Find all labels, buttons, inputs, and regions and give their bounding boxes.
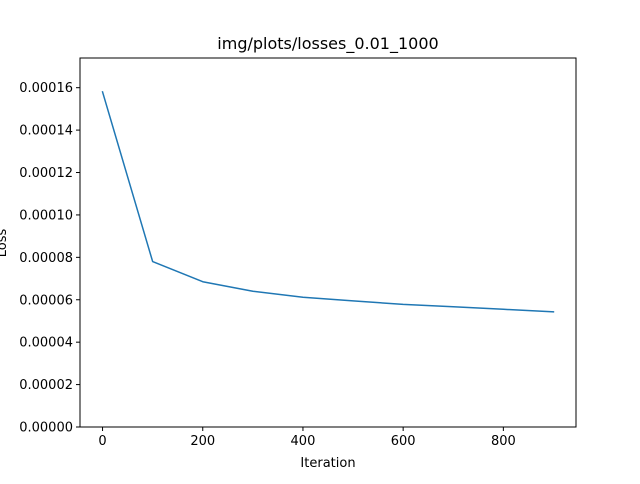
y-tick-label: 0.00008 — [19, 251, 73, 266]
x-tick-label: 200 — [190, 434, 215, 449]
y-tick-label: 0.00016 — [19, 81, 73, 96]
loss-series-line — [101, 90, 555, 313]
y-tick-label: 0.00010 — [19, 208, 73, 223]
y-tick-label: 0.00014 — [19, 124, 73, 139]
y-tick-label: 0.00002 — [19, 378, 73, 393]
plot-frame — [79, 57, 577, 428]
y-tick-label: 0.00012 — [19, 166, 73, 181]
plot-area — [80, 58, 576, 427]
x-tick-label: 400 — [291, 434, 316, 449]
x-tick-label: 0 — [98, 434, 106, 449]
series-layer — [101, 90, 555, 313]
chart-title: img/plots/losses_0.01_1000 — [217, 34, 438, 54]
x-axis-label: Iteration — [300, 456, 355, 471]
x-tick-label: 600 — [391, 434, 416, 449]
y-axis-label: Loss — [0, 229, 10, 258]
x-axis-ticks: 0 200 400 600 800 — [98, 427, 516, 449]
y-tick-label: 0.00004 — [19, 336, 73, 351]
x-tick-label: 800 — [491, 434, 516, 449]
y-tick-label: 0.00006 — [19, 293, 73, 308]
y-axis-ticks: 0.00000 0.00002 0.00004 0.00006 0.00008 0.000… — [19, 81, 80, 436]
y-tick-label: 0.00000 — [19, 421, 73, 436]
